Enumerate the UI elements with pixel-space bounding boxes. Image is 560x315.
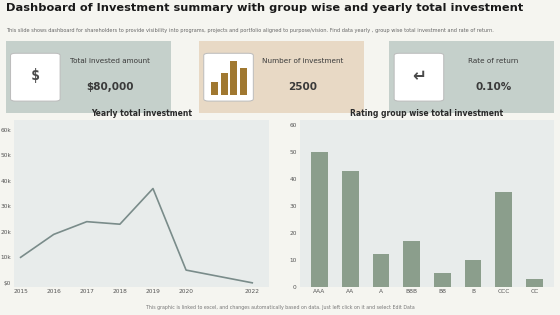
Text: Dashboard of Investment summary with group wise and yearly total investment: Dashboard of Investment summary with gro… — [6, 3, 523, 13]
Bar — [372, 254, 389, 287]
FancyBboxPatch shape — [394, 53, 444, 101]
Text: 0.10%: 0.10% — [475, 82, 511, 92]
Text: Rate of return: Rate of return — [468, 58, 519, 64]
Bar — [526, 278, 543, 287]
Text: $: $ — [31, 68, 40, 83]
FancyBboxPatch shape — [384, 39, 559, 116]
Text: $80,000: $80,000 — [86, 82, 133, 92]
Bar — [211, 82, 218, 94]
FancyBboxPatch shape — [194, 39, 369, 116]
Text: Total invested amount: Total invested amount — [69, 58, 150, 64]
Bar — [311, 152, 328, 287]
Bar — [342, 171, 359, 287]
Bar — [403, 241, 420, 287]
Text: ↵: ↵ — [412, 67, 426, 85]
Text: Number of investment: Number of investment — [262, 58, 344, 64]
Title: Rating group wise total investment: Rating group wise total investment — [351, 109, 503, 117]
FancyBboxPatch shape — [1, 39, 176, 116]
Bar — [495, 192, 512, 287]
Text: This slide shows dashboard for shareholders to provide visibility into programs,: This slide shows dashboard for sharehold… — [6, 28, 493, 33]
Bar — [465, 260, 482, 287]
FancyBboxPatch shape — [11, 53, 60, 101]
Title: Yearly total investment: Yearly total investment — [91, 109, 192, 117]
Bar — [221, 73, 228, 94]
Bar — [434, 273, 451, 287]
Text: 2500: 2500 — [288, 82, 318, 92]
Bar — [240, 68, 247, 94]
FancyBboxPatch shape — [204, 53, 253, 101]
Bar — [230, 61, 237, 94]
Text: This graphic is linked to excel, and changes automatically based on data. Just l: This graphic is linked to excel, and cha… — [146, 305, 414, 310]
